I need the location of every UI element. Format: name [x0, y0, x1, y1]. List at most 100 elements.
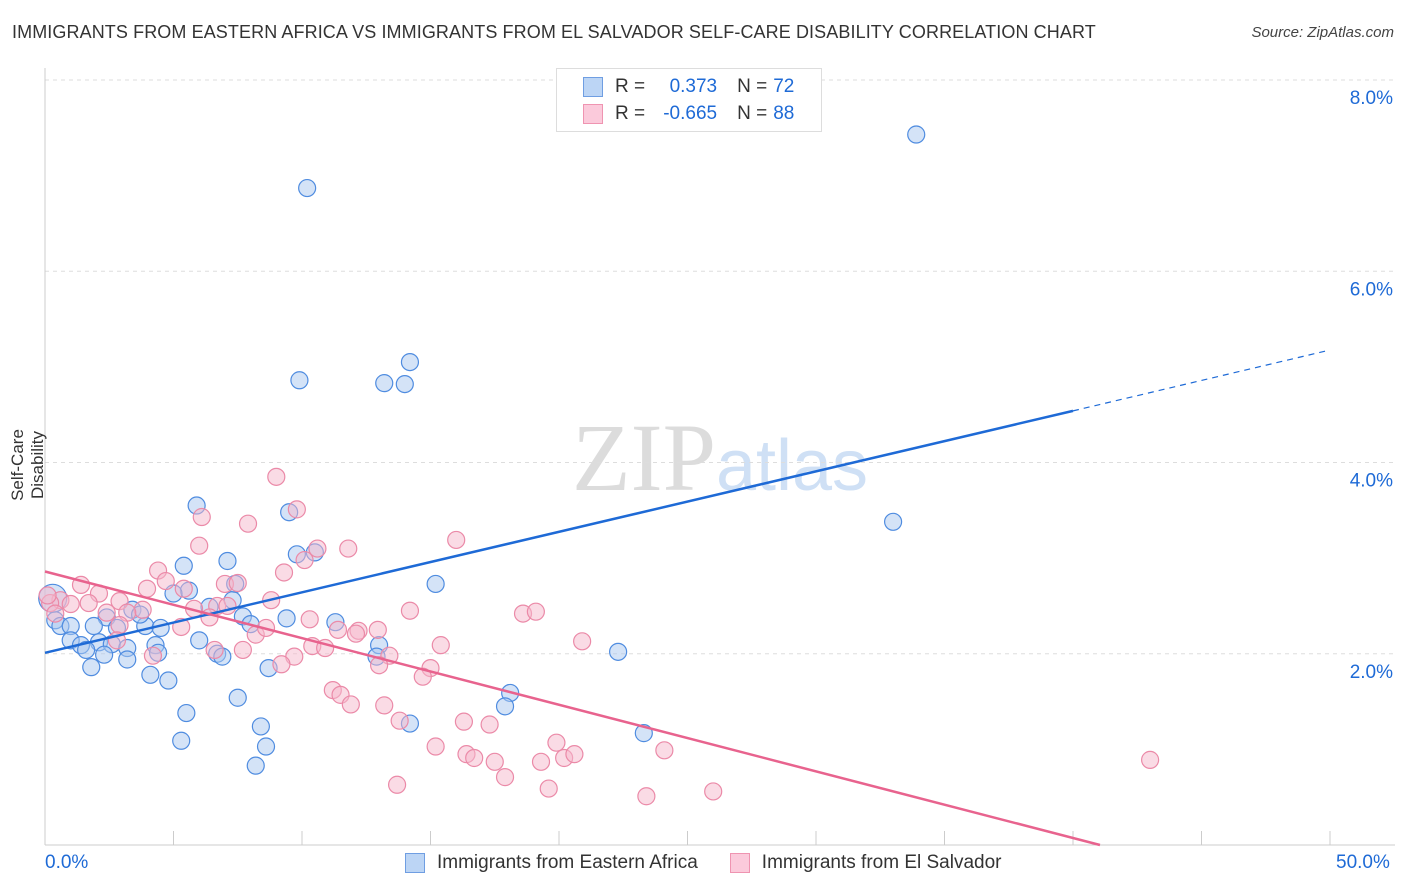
data-point	[531, 752, 551, 771]
legend-row-pink: R = -0.665 N = 88	[583, 102, 794, 126]
data-point	[118, 650, 137, 669]
data-point	[95, 645, 114, 664]
legend-label: Immigrants from Eastern Africa	[437, 852, 698, 873]
data-point	[82, 658, 101, 677]
y-tick-label: 8.0%	[1350, 88, 1393, 109]
pink-swatch	[583, 104, 603, 124]
legend-label: Immigrants from El Salvador	[761, 852, 1002, 873]
data-point	[251, 717, 270, 736]
blue-swatch	[583, 77, 603, 97]
data-point	[238, 514, 258, 533]
data-point	[256, 737, 276, 756]
data-point	[341, 695, 360, 714]
blue-swatch	[405, 853, 425, 873]
data-point	[287, 500, 306, 519]
data-point	[480, 715, 499, 734]
data-point	[370, 656, 389, 675]
data-point	[267, 467, 286, 486]
data-point	[143, 646, 163, 665]
data-point	[447, 530, 466, 550]
data-point	[400, 601, 420, 620]
data-point	[328, 620, 348, 639]
data-point	[133, 600, 152, 619]
chart-title: IMMIGRANTS FROM EASTERN AFRICA VS IMMIGR…	[12, 22, 1096, 42]
data-point	[272, 655, 291, 674]
n-label: N =	[737, 76, 768, 97]
legend-item-eastern-africa: Immigrants from Eastern Africa	[405, 852, 698, 874]
data-point	[539, 779, 558, 798]
data-point	[390, 711, 409, 730]
data-point	[400, 352, 420, 372]
data-point	[368, 620, 387, 639]
data-point	[308, 539, 327, 558]
data-point	[485, 752, 504, 771]
legend-box: R = 0.373 N = 72 R = -0.665 N = 88	[556, 68, 822, 132]
data-point	[609, 642, 628, 661]
pink-r-value: -0.665	[663, 103, 718, 124]
data-point	[290, 371, 309, 390]
data-point	[246, 756, 265, 775]
data-point	[454, 712, 474, 731]
data-point	[46, 604, 65, 623]
data-point	[38, 586, 57, 605]
data-point	[79, 593, 98, 613]
data-point	[295, 550, 314, 570]
data-point	[573, 632, 592, 651]
y-axis-label: Self-Care Disability	[8, 429, 47, 501]
data-point	[192, 507, 211, 527]
data-point	[77, 640, 96, 660]
data-point	[495, 768, 515, 787]
data-point	[137, 579, 157, 598]
y-tick-label: 2.0%	[1350, 662, 1393, 683]
data-point	[375, 696, 394, 715]
data-point	[465, 748, 484, 768]
pink-swatch	[729, 853, 750, 873]
data-point	[387, 775, 407, 794]
r-label: R =	[615, 103, 646, 124]
data-point	[655, 741, 674, 760]
data-point	[205, 640, 224, 660]
data-point	[431, 636, 450, 655]
r-label: R =	[615, 76, 646, 97]
source-label: Source: ZipAtlas.com	[1251, 24, 1394, 41]
data-point	[61, 594, 80, 614]
data-point	[174, 556, 193, 575]
data-point	[637, 787, 656, 806]
data-point	[565, 745, 584, 764]
data-point	[526, 602, 545, 621]
data-point	[907, 125, 926, 144]
trend-line-pink	[44, 570, 1101, 847]
legend-item-el-salvador: Immigrants from El Salvador	[729, 852, 1002, 874]
data-point	[346, 624, 366, 643]
data-point	[375, 374, 394, 393]
data-point	[141, 665, 160, 684]
y-tick-label: 4.0%	[1350, 471, 1393, 492]
data-point	[339, 539, 358, 558]
data-point	[495, 697, 515, 716]
data-point	[883, 512, 903, 531]
data-point	[228, 573, 247, 593]
data-point	[97, 603, 116, 622]
data-point	[190, 536, 209, 555]
data-point	[174, 579, 193, 598]
bottom-legend: Immigrants from Eastern Africa Immigrant…	[405, 852, 1033, 874]
data-point	[172, 731, 191, 750]
pink-n-value: 88	[773, 103, 795, 124]
trend-line-blue	[44, 409, 1074, 655]
trend-line-blue-extension	[1072, 350, 1328, 412]
data-point	[218, 551, 237, 571]
data-point	[298, 178, 317, 198]
y-tick-label: 6.0%	[1350, 279, 1393, 300]
data-point	[277, 609, 296, 628]
data-point	[1140, 750, 1160, 769]
data-point	[274, 563, 294, 582]
blue-r-value: 0.373	[669, 76, 718, 97]
data-point	[233, 640, 252, 660]
data-point	[177, 703, 196, 723]
data-point	[547, 733, 566, 752]
data-point	[156, 571, 175, 591]
blue-n-value: 72	[773, 76, 795, 97]
data-point	[84, 616, 103, 636]
n-label: N =	[737, 103, 768, 124]
